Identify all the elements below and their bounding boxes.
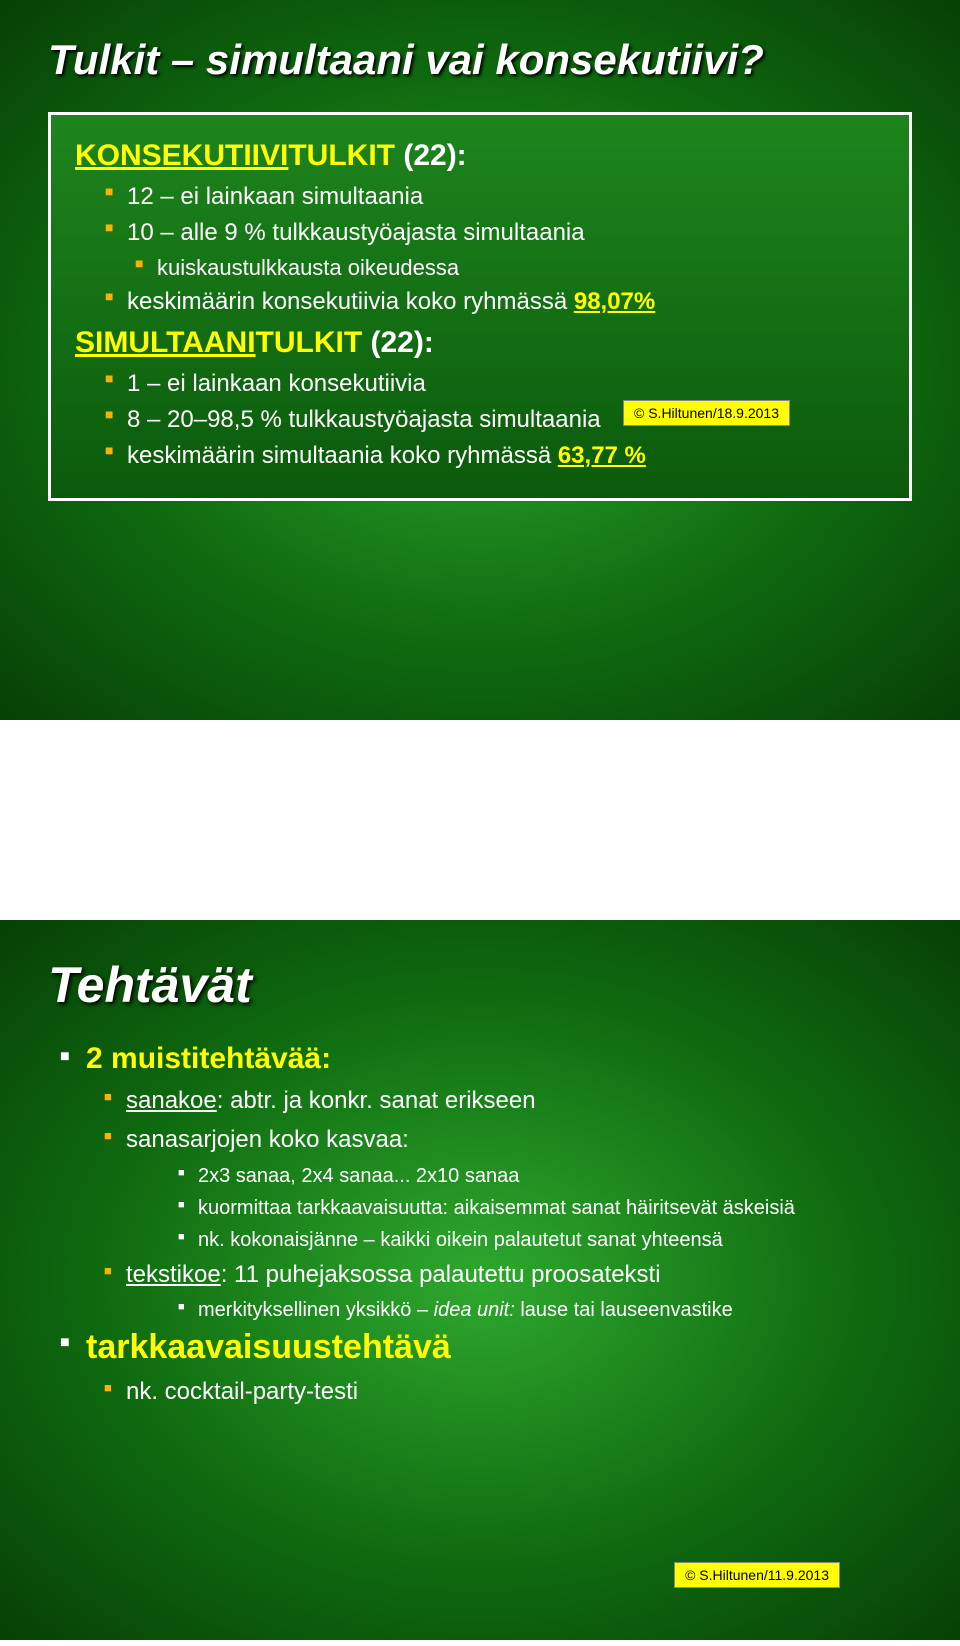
text: keskimäärin konsekutiivia koko ryhmässä xyxy=(127,288,574,315)
text: : abtr. ja konkr. sanat erikseen xyxy=(217,1087,536,1114)
label-part-b: TULKIT xyxy=(256,326,363,359)
list-item: keskimäärin konsekutiivia koko ryhmässä … xyxy=(105,284,885,320)
heading-item: 2 muistitehtävää: xyxy=(60,1042,912,1076)
slide-2: Tehtävät 2 muistitehtävää: sanakoe: abtr… xyxy=(0,920,960,1640)
slide-title: Tehtävät xyxy=(48,956,912,1014)
underlined-term: tekstikoe xyxy=(126,1261,221,1288)
content-box: KONSEKUTIIVITULKIT (22): 12 – ei lainkaa… xyxy=(48,112,912,501)
mid-list-1: sanakoe: abtr. ja konkr. sanat erikseen … xyxy=(48,1084,912,1158)
label-part-b: TULKIT xyxy=(288,139,395,172)
text: keskimäärin simultaania koko ryhmässä xyxy=(127,442,558,469)
list-item: kuiskaustulkkausta oikeudessa xyxy=(135,251,885,284)
list-konsekutiivi: 12 – ei lainkaan simultaania 10 – alle 9… xyxy=(75,179,885,251)
stat-value: 63,77 % xyxy=(558,442,646,469)
list-item: nk. kokonaisjänne – kaikki oikein palaut… xyxy=(178,1226,912,1254)
list-item: 2x3 sanaa, 2x4 sanaa... 2x10 sanaa xyxy=(178,1162,912,1190)
label-part-a: SIMULTAANI xyxy=(75,326,256,359)
top-list-2: tarkkaavaisuustehtävä xyxy=(48,1328,912,1367)
list-konsekutiivi-sub: kuiskaustulkkausta oikeudessa xyxy=(75,251,885,284)
underlined-term: sanakoe xyxy=(126,1087,217,1114)
inner-list-2: merkityksellinen yksikkö – idea unit: la… xyxy=(48,1296,912,1324)
heading-item: tarkkaavaisuustehtävä xyxy=(60,1328,912,1367)
section-konsekutiivi: KONSEKUTIIVITULKIT (22): xyxy=(75,139,885,173)
heading-text: tarkkaavaisuustehtävä xyxy=(86,1328,451,1366)
list-item: 10 – alle 9 % tulkkaustyöajasta simultaa… xyxy=(105,215,885,251)
mid-list-3: nk. cocktail-party-testi xyxy=(48,1375,912,1410)
label-suffix: (22): xyxy=(362,326,434,359)
text: lause tai lauseenvastike xyxy=(515,1299,733,1321)
mid-list-2: tekstikoe: 11 puhejaksossa palautettu pr… xyxy=(48,1258,912,1293)
citation-box: © S.Hiltunen/11.9.2013 xyxy=(674,1562,840,1588)
list-konsekutiivi-2: keskimäärin konsekutiivia koko ryhmässä … xyxy=(75,284,885,320)
label-part-a: KONSEKUTIIVI xyxy=(75,139,288,172)
list-item: sanasarjojen koko kasvaa: xyxy=(104,1123,912,1158)
slide-title: Tulkit – simultaani vai konsekutiivi? xyxy=(48,36,912,84)
list-item: keskimäärin simultaania koko ryhmässä 63… xyxy=(105,438,885,474)
text: merkityksellinen yksikkö – xyxy=(198,1299,434,1321)
inner-list-1: 2x3 sanaa, 2x4 sanaa... 2x10 sanaa kuorm… xyxy=(48,1162,912,1254)
text: : 11 puhejaksossa palautettu proosatekst… xyxy=(221,1261,661,1288)
list-item: nk. cocktail-party-testi xyxy=(104,1375,912,1410)
list-item: 1 – ei lainkaan konsekutiivia xyxy=(105,366,885,402)
label-suffix: (22): xyxy=(395,139,467,172)
italic-term: idea unit: xyxy=(434,1299,515,1321)
list-item: merkityksellinen yksikkö – idea unit: la… xyxy=(178,1296,912,1324)
list-item: sanakoe: abtr. ja konkr. sanat erikseen xyxy=(104,1084,912,1119)
citation-box: © S.Hiltunen/18.9.2013 xyxy=(623,400,790,426)
list-item: 12 – ei lainkaan simultaania xyxy=(105,179,885,215)
slide-1: Tulkit – simultaani vai konsekutiivi? KO… xyxy=(0,0,960,720)
slide-gap xyxy=(0,720,960,920)
list-item: kuormittaa tarkkaavaisuutta: aikaisemmat… xyxy=(178,1194,912,1222)
list-item: tekstikoe: 11 puhejaksossa palautettu pr… xyxy=(104,1258,912,1293)
stat-value: 98,07% xyxy=(574,288,655,315)
section-simultaani: SIMULTAANITULKIT (22): xyxy=(75,326,885,360)
top-list: 2 muistitehtävää: xyxy=(48,1042,912,1076)
